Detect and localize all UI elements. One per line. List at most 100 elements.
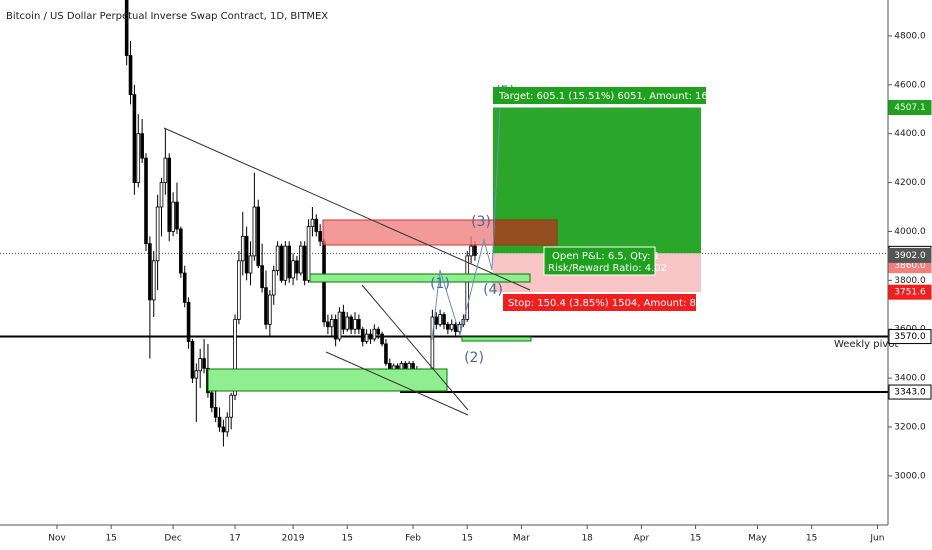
candle-body [186,301,191,342]
candle-body [291,260,295,279]
candle-body [128,55,133,95]
x-tick-label: 15 [806,534,817,544]
candle-body [449,323,454,330]
candle-body [438,314,442,325]
candle-body [248,255,253,274]
candle-body [434,316,439,325]
candle-body [194,370,199,379]
candle-body [446,323,450,330]
candle-body [364,333,369,342]
candle-body [318,231,322,242]
stop-box [503,294,696,311]
y-tick-label: 4600.0 [894,80,926,90]
x-tick-label: Feb [405,534,421,544]
stop-text: Stop: 150.4 (3.85%) 1504, Amount: 849.6 [508,298,718,309]
candle-body [295,260,299,274]
candle-body [167,157,172,232]
candle-body [136,133,141,183]
candle-body [159,182,164,208]
candle-body [198,358,202,372]
candle-body [271,270,276,296]
x-tick-label: Apr [634,534,650,544]
candle-body [140,133,144,159]
chart-title: Bitcoin / US Dollar Perpetual Inverse Sw… [6,11,328,22]
candle-body [299,245,303,274]
candle-body [237,260,241,320]
candle-body [302,245,307,281]
wave-label: (1) [430,276,450,292]
candle-body [287,245,291,279]
x-tick-label: 15 [690,534,701,544]
y-tick-label: 4200.0 [894,178,926,188]
candle-body [469,245,473,257]
candle-body [314,218,319,232]
price-label: 3860.0 [894,261,926,271]
x-tick-label: 17 [229,534,240,544]
candle-body [275,245,280,271]
candle-body [268,294,272,325]
y-tick-label: 3800.0 [894,276,926,286]
candle-body [310,218,315,227]
candle-body [221,426,226,433]
price-axis-bg [888,0,932,550]
x-tick-label: 18 [581,534,593,544]
trend-line [361,284,469,411]
candle-body [175,201,179,230]
candle-body [225,416,230,433]
candle-body [256,206,261,267]
x-tick-label: 2019 [282,534,305,544]
candle-body [229,394,233,418]
candle-body [473,245,477,256]
price-label-box [888,329,932,345]
candle-body [132,94,137,183]
price-label-box [888,284,932,300]
candle-body [148,243,152,301]
candle-body [341,311,346,330]
candle-body [345,316,350,330]
pnl-box [543,246,656,276]
y-tick-label: 4000.0 [894,227,926,237]
candle-body [333,319,338,340]
candle-body [240,235,245,262]
y-tick-label: 3400.0 [894,374,926,384]
candle-body [368,333,373,340]
candle-body [244,235,249,274]
candle-body [124,0,129,56]
x-tick-label: 15 [342,534,353,544]
candle-body [233,319,237,396]
price-label: 4507.1 [894,103,926,113]
candle-body [372,328,377,340]
rr-text: Risk/Reward Ratio: 4.02 [548,263,667,274]
candle-body [279,245,284,281]
candle-body [213,407,218,418]
x-tick-label: 15 [105,534,116,544]
candle-body [151,260,156,301]
price-label-box [888,247,932,263]
resistance-zone-overlap [493,220,557,245]
y-tick-label: 4400.0 [894,129,926,139]
support-zone [207,368,448,392]
candle-body [349,316,353,330]
drawings [163,109,558,416]
candle-body [360,328,365,342]
x-tick-label: Dec [164,534,181,544]
wave-label: (2) [464,350,484,366]
price-label: 3343.0 [894,388,926,398]
x-tick-label: 15 [461,534,472,544]
candle-body [202,358,206,369]
candle-body [384,343,388,364]
x-tick-label: Nov [48,534,66,544]
candle-body [465,255,470,320]
candle-body [337,311,342,340]
price-label-box [888,100,932,116]
support-zone [461,336,532,342]
candle-body [179,228,183,274]
candle-body [453,323,458,333]
trend-line [163,127,531,291]
y-tick-label: 3000.0 [894,471,926,481]
candle-body [217,416,222,428]
price-label: 3902.0 [894,251,926,261]
wave-label: (4) [483,282,503,298]
pnl-text: Open P&L: 6.5, Qty: 1 [552,251,660,262]
